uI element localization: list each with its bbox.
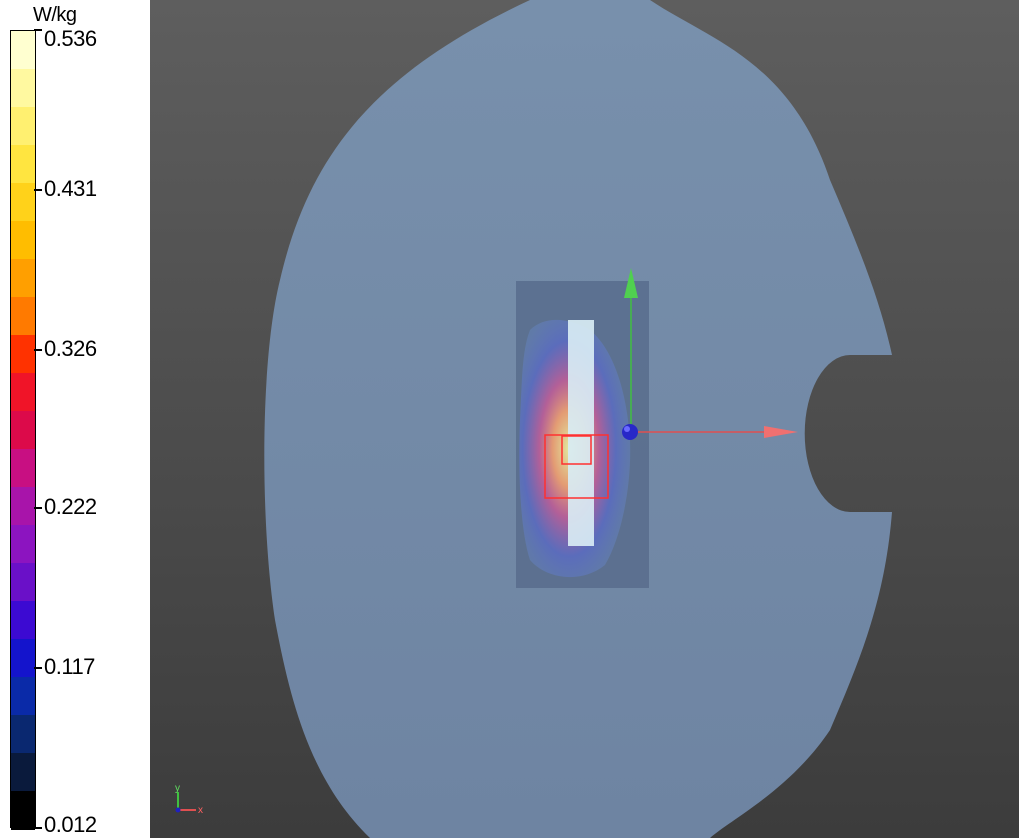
legend-tick-mark	[34, 29, 42, 31]
legend-tick-label: 0.326	[44, 335, 97, 361]
antenna-bar	[568, 320, 594, 546]
x-axis-arrowhead	[764, 426, 798, 438]
legend-color-segment	[11, 563, 35, 602]
origin-sphere-highlight	[624, 426, 630, 432]
legend-color-segment	[11, 753, 35, 792]
3d-viewport[interactable]: y x	[150, 0, 1019, 838]
legend-color-segment	[11, 183, 35, 222]
legend-color-segment	[11, 677, 35, 716]
legend-tick-label: 0.012	[44, 812, 97, 837]
legend-color-segment	[11, 487, 35, 526]
y-axis-arrowhead	[624, 268, 638, 298]
legend-tick-label: 0.117	[44, 654, 95, 680]
legend-tick-label: 0.222	[44, 494, 97, 520]
legend-color-segment	[11, 297, 35, 336]
legend-color-segment	[11, 335, 35, 374]
orientation-triad: y x	[175, 783, 203, 816]
scene-svg: y x	[175, 0, 892, 838]
legend-color-segment	[11, 259, 35, 298]
legend-tick-mark	[34, 348, 42, 351]
legend-color-segment	[11, 715, 35, 754]
legend-tick-mark	[34, 188, 42, 191]
zoom-scan-outer-box	[544, 434, 609, 499]
triad-x-label: x	[198, 805, 203, 816]
legend-color-segment	[11, 525, 35, 564]
legend-color-segment	[11, 145, 35, 184]
zoom-scan-inner-box	[561, 435, 592, 465]
color-legend: W/kg 0.536 0.431 0.326 0.222 0.117 0.012	[0, 0, 150, 838]
legend-color-segment	[11, 449, 35, 488]
legend-color-bar	[10, 30, 36, 830]
legend-color-segment	[11, 31, 35, 70]
legend-tick-mark	[34, 827, 42, 829]
triad-y-label: y	[175, 783, 180, 794]
legend-color-segment	[11, 69, 35, 108]
legend-color-segment	[11, 601, 35, 640]
legend-color-segment	[11, 791, 35, 830]
legend-tick-mark	[34, 507, 42, 510]
origin-sphere	[622, 424, 638, 440]
legend-color-segment	[11, 639, 35, 678]
legend-unit-label: W/kg	[33, 4, 77, 26]
legend-tick-label: 0.536	[44, 26, 97, 51]
legend-color-segment	[11, 373, 35, 412]
legend-color-segment	[11, 411, 35, 450]
legend-color-segment	[11, 221, 35, 260]
legend-tick-label: 0.431	[44, 175, 97, 201]
legend-tick-mark	[34, 667, 42, 670]
legend-color-segment	[11, 107, 35, 146]
